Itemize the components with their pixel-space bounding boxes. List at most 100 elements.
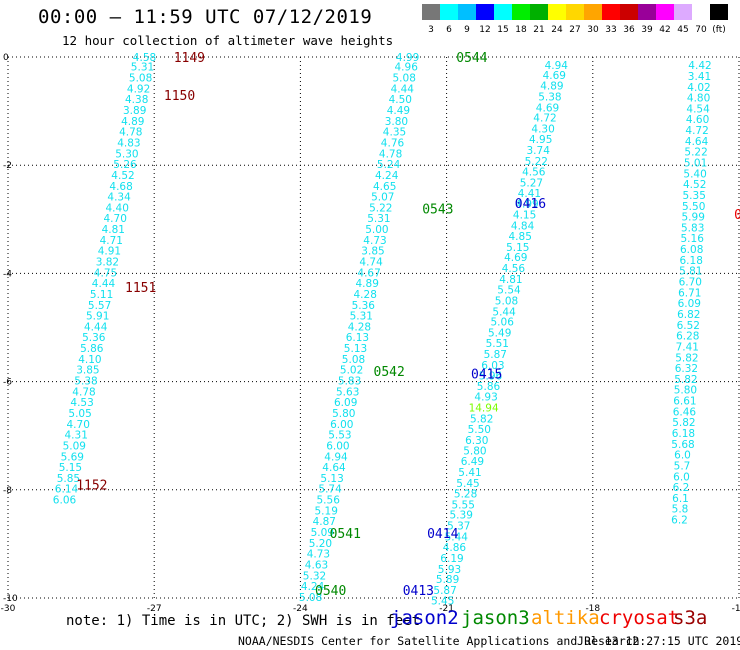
swh-reading: 4.99	[515, 199, 538, 211]
swh-reading: 4.94	[324, 451, 348, 463]
swh-reading: 5.08	[342, 354, 365, 366]
swh-reading: 4.42	[688, 60, 711, 72]
swh-reading: 5.37	[447, 521, 470, 533]
swh-reading: 4.73	[363, 235, 386, 247]
swh-reading: 4.91	[98, 246, 121, 258]
legend-s3a: s3a	[673, 607, 708, 629]
swh-reading: 6.2	[673, 482, 690, 494]
pass-time-label: 1149	[174, 51, 205, 66]
colorbar-tick-label: 30	[587, 25, 599, 34]
colorbar-swatch	[548, 4, 567, 20]
swh-reading: 4.71	[100, 235, 123, 247]
swh-reading: 4.72	[685, 125, 708, 137]
swh-reading: 4.64	[685, 136, 709, 148]
swh-reading: 6.0	[673, 471, 690, 483]
colorbar-swatch	[602, 4, 621, 20]
colorbar-tick-label: 3	[428, 25, 434, 34]
swh-reading: 5.38	[74, 376, 97, 388]
swh-reading: 3.85	[361, 246, 384, 258]
swh-reading: 5.38	[538, 92, 561, 104]
swh-reading: 5.20	[309, 538, 332, 550]
swh-reading: 5.39	[450, 510, 473, 522]
swh-reading: 5.05	[68, 408, 91, 420]
swh-reading: 4.78	[72, 386, 95, 398]
track-jason2: 4.944.694.895.384.694.724.304.953.745.22…	[403, 60, 569, 608]
colorbar-swatch	[692, 4, 711, 20]
swh-reading: 6.18	[680, 255, 703, 267]
swh-reading: 5.41	[458, 467, 481, 479]
swh-reading: 6.06	[53, 495, 77, 507]
swh-reading: 5.00	[365, 224, 388, 236]
swh-reading: 6.14	[55, 484, 79, 496]
colorbar-swatch	[620, 4, 639, 20]
swh-reading: 4.78	[379, 148, 402, 160]
swh-reading: 4.81	[102, 224, 125, 236]
swh-reading: 5.83	[338, 376, 361, 388]
swh-reading: 5.11	[90, 289, 113, 301]
swh-reading: 5.50	[682, 201, 705, 213]
swh-reading: 6.09	[678, 298, 701, 310]
swh-reading: 4.58	[133, 52, 156, 64]
colorbar-tick-label: 21	[533, 25, 544, 34]
swh-reading: 5.08	[299, 592, 322, 604]
swh-reading: 5.80	[674, 385, 697, 397]
colorbar-tick-label: 36	[623, 25, 635, 34]
swh-reading: 6.18	[672, 428, 695, 440]
colorbar-swatch	[656, 4, 675, 20]
colorbar-tick-label: 6	[446, 25, 452, 34]
colorbar-tick-label: (ft)	[712, 25, 726, 34]
swh-reading: 4.50	[389, 94, 412, 106]
swh-reading: 5.82	[470, 413, 493, 425]
swh-reading: 5.40	[683, 168, 706, 180]
swh-reading: 5.57	[88, 300, 111, 312]
swh-reading: 4.92	[127, 83, 150, 95]
swh-reading: 5.13	[320, 473, 343, 485]
swh-reading: 5.93	[438, 564, 461, 576]
swh-reading: 6.1	[672, 493, 689, 505]
swh-reading: 5.24	[377, 159, 401, 171]
colorbar-swatch	[440, 4, 459, 20]
units-note: note: 1) Time is in UTC; 2) SWH is in fe…	[66, 613, 421, 629]
swh-reading: 6.09	[334, 397, 357, 409]
legend-altika: altika	[531, 607, 600, 629]
swh-reading: 5.06	[491, 317, 515, 329]
swh-reading: 4.34	[107, 192, 131, 204]
colorbar-swatch	[494, 4, 513, 20]
swh-reading: 5.53	[328, 430, 351, 442]
page-subtitle: 12 hour collection of altimeter wave hei…	[62, 33, 394, 48]
swh-reading: 5.89	[436, 574, 459, 586]
swh-reading: 6.71	[678, 287, 701, 299]
swh-reading: 4.53	[70, 397, 93, 409]
swh-reading: 5.87	[484, 349, 507, 361]
y-tick-label: 0	[3, 53, 9, 63]
swh-reading: 6.19	[440, 553, 463, 565]
swh-reading: 6.49	[461, 456, 484, 468]
swh-reading: 4.60	[686, 114, 709, 126]
swh-reading: 4.40	[106, 202, 129, 214]
swh-reading: 4.31	[65, 430, 88, 442]
swh-reading: 4.85	[509, 231, 532, 243]
colorbar-swatch	[530, 4, 549, 20]
swh-reading: 4.44	[84, 321, 108, 333]
swh-reading: 5.22	[525, 156, 548, 168]
legend-cryosat: cryosat	[599, 607, 680, 629]
swh-reading: 5.26	[113, 159, 137, 171]
swh-reading: 4.75	[94, 267, 117, 279]
colorbar-tick-label: 24	[551, 25, 563, 34]
swh-reading: 5.54	[497, 285, 521, 297]
swh-reading: 5.08	[393, 73, 416, 85]
swh-reading: 5.44	[492, 306, 516, 318]
swh-reading: 5.80	[463, 445, 486, 457]
swh-reading: 5.44	[445, 531, 469, 543]
swh-reading: 5.32	[303, 570, 326, 582]
swh-reading: 5.50	[468, 424, 491, 436]
swh-reading: 5.31	[350, 311, 373, 323]
swh-reading: 4.65	[373, 181, 396, 193]
swh-reading: 5.13	[344, 343, 367, 355]
swh-reading: 5.36	[82, 332, 106, 344]
swh-reading: 4.49	[387, 105, 410, 117]
swh-reading: 6.46	[673, 406, 697, 418]
swh-reading: 4.64	[322, 462, 346, 474]
swh-reading: 5.69	[61, 451, 84, 463]
swh-reading: 5.86	[80, 343, 104, 355]
